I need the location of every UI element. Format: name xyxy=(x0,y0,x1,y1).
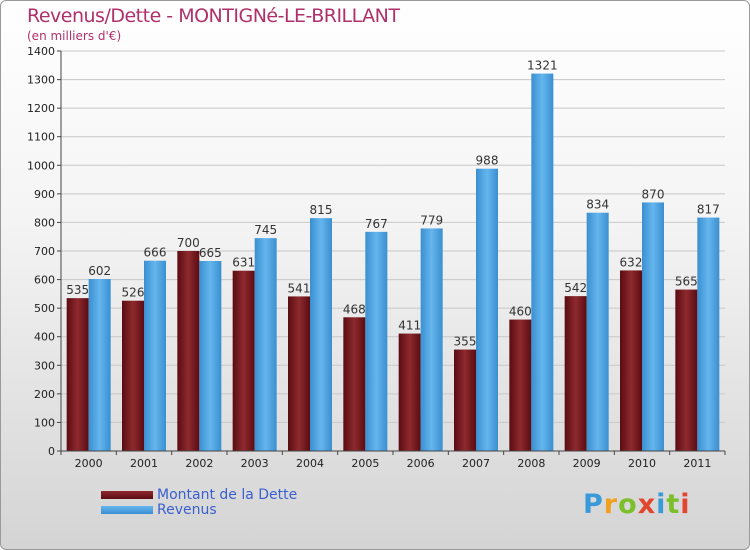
bar-revenue-value-label: 1321 xyxy=(527,59,558,73)
bar-revenue xyxy=(697,217,720,451)
legend-debt-swatch xyxy=(101,491,153,499)
bar-revenue xyxy=(199,261,222,451)
bar-debt-value-label: 526 xyxy=(122,286,145,300)
legend-debt: Montant de la Dette xyxy=(101,487,297,503)
bar-revenue-value-label: 779 xyxy=(420,213,443,227)
bar-debt-value-label: 565 xyxy=(675,275,698,289)
y-tick-label: 700 xyxy=(34,245,55,258)
bar-revenue xyxy=(531,73,554,452)
bar-revenue-value-label: 870 xyxy=(642,187,665,201)
x-tick-label: 2009 xyxy=(573,457,601,470)
y-tick-label: 100 xyxy=(34,416,55,429)
legend-revenue: Revenus xyxy=(101,502,217,518)
y-tick-label: 500 xyxy=(34,302,55,315)
bar-debt xyxy=(509,319,532,451)
bar-debt xyxy=(454,349,476,451)
bar-revenue xyxy=(586,212,609,451)
bar-debt xyxy=(66,298,89,451)
bar-revenue xyxy=(310,218,332,451)
bar-revenue-value-label: 817 xyxy=(697,203,720,217)
y-tick-label: 1200 xyxy=(27,102,55,115)
bar-debt-value-label: 535 xyxy=(66,283,89,297)
legend-revenue-swatch xyxy=(101,506,153,514)
bar-debt-value-label: 355 xyxy=(454,335,477,349)
bar-debt xyxy=(620,270,642,451)
y-tick-label: 1100 xyxy=(27,131,55,144)
bar-revenue-value-label: 815 xyxy=(310,203,333,217)
x-tick-label: 2002 xyxy=(185,457,213,470)
bar-debt xyxy=(564,296,587,451)
x-tick-label: 2001 xyxy=(130,457,158,470)
bar-revenue xyxy=(642,202,664,451)
y-tick-label: 1000 xyxy=(27,159,55,172)
x-tick-label: 2005 xyxy=(351,457,379,470)
bar-revenue-value-label: 666 xyxy=(144,246,167,260)
y-tick-label: 400 xyxy=(34,331,55,344)
bar-revenue xyxy=(476,168,498,451)
x-tick-label: 2007 xyxy=(462,457,490,470)
bar-debt xyxy=(122,300,144,451)
x-tick-label: 2010 xyxy=(628,457,656,470)
bar-debt xyxy=(343,317,366,451)
legend-debt-label: Montant de la Dette xyxy=(157,487,298,503)
y-tick-label: 900 xyxy=(34,188,55,201)
bar-revenue-value-label: 988 xyxy=(476,154,499,168)
bar-revenue-value-label: 767 xyxy=(365,217,388,231)
y-tick-label: 1300 xyxy=(27,74,55,87)
x-tick-label: 2006 xyxy=(407,457,435,470)
y-tick-label: 0 xyxy=(48,445,55,458)
bar-revenue xyxy=(254,238,277,451)
bar-debt-value-label: 632 xyxy=(620,255,643,269)
bar-revenue-value-label: 745 xyxy=(254,223,277,237)
legend-revenue-label: Revenus xyxy=(157,502,217,518)
x-tick-label: 2008 xyxy=(517,457,545,470)
y-tick-label: 200 xyxy=(34,388,55,401)
bar-debt xyxy=(177,251,200,451)
y-tick-label: 1400 xyxy=(27,45,55,58)
bar-revenue-value-label: 834 xyxy=(586,198,609,212)
x-tick-label: 2000 xyxy=(75,457,103,470)
bar-revenue xyxy=(88,279,111,451)
bar-debt-value-label: 542 xyxy=(564,281,587,295)
bar-debt-value-label: 468 xyxy=(343,302,366,316)
proxiti-logo: Proxiti xyxy=(583,489,691,520)
bar-revenue xyxy=(365,231,388,451)
bar-revenue-value-label: 665 xyxy=(199,246,222,260)
bar-debt-value-label: 411 xyxy=(398,319,421,333)
bar-revenue xyxy=(144,260,166,451)
x-tick-label: 2011 xyxy=(683,457,711,470)
y-tick-label: 600 xyxy=(34,274,55,287)
bar-debt xyxy=(288,296,310,451)
chart-title: Revenus/Dette - MONTIGNé-LE-BRILLANT xyxy=(27,5,400,27)
x-tick-label: 2004 xyxy=(296,457,324,470)
bar-debt-value-label: 631 xyxy=(232,256,255,270)
bar-revenue-value-label: 602 xyxy=(88,264,111,278)
y-tick-label: 300 xyxy=(34,359,55,372)
bar-debt xyxy=(398,333,421,451)
bar-revenue xyxy=(420,228,443,451)
chart-subtitle: (en milliers d'€) xyxy=(27,29,122,43)
y-tick-label: 800 xyxy=(34,216,55,229)
bar-debt-value-label: 541 xyxy=(288,281,311,295)
bar-debt xyxy=(675,289,698,451)
x-tick-label: 2003 xyxy=(241,457,269,470)
bar-debt-value-label: 460 xyxy=(509,305,532,319)
bar-debt-value-label: 700 xyxy=(177,236,200,250)
bar-debt xyxy=(232,270,255,451)
